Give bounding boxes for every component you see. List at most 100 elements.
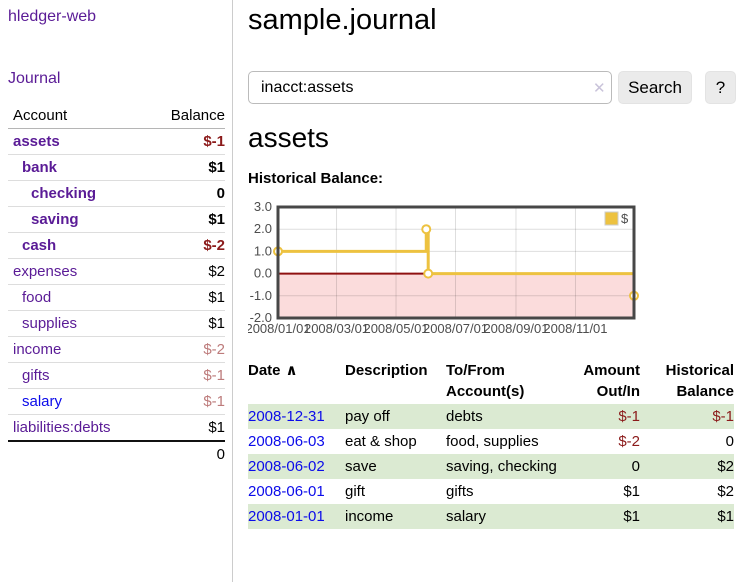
register-row: 2008-12-31 pay off debts $-1 $-1 <box>248 404 734 429</box>
account-balance: $-1 <box>149 362 225 389</box>
account-total-row: 0 <box>8 440 225 467</box>
page-title: sample.journal <box>248 4 437 36</box>
account-link[interactable]: bank <box>22 159 58 176</box>
account-balance: $-2 <box>149 232 225 259</box>
search-button[interactable]: Search <box>618 71 692 104</box>
transaction-date-link[interactable]: 2008-12-31 <box>248 408 325 425</box>
account-row: saving $1 <box>8 206 225 233</box>
svg-text:$: $ <box>621 211 629 226</box>
svg-text:2008/01/01: 2008/01/01 <box>248 321 311 336</box>
historical-balance-chart: 3.0 2.0 1.0 0.0 -1.0 -2.02008/01/012008/03/01… <box>248 199 639 336</box>
transaction-amount: 0 <box>631 458 640 475</box>
account-row: cash $-2 <box>8 232 225 259</box>
svg-text:2008/05/01: 2008/05/01 <box>363 321 428 336</box>
transaction-date-link[interactable]: 2008-06-03 <box>248 433 325 450</box>
transaction-balance: $2 <box>717 483 734 500</box>
transaction-description: pay off <box>345 408 390 425</box>
account-balance: 0 <box>149 180 225 207</box>
account-table-header: Account Balance <box>8 103 225 129</box>
main-content: sample.journal ✕ Search ? assets Histori… <box>248 0 736 582</box>
transaction-date-link[interactable]: 2008-06-02 <box>248 458 325 475</box>
account-row: expenses $2 <box>8 258 225 285</box>
transaction-accounts: salary <box>446 508 487 525</box>
svg-text:2008/11/01: 2008/11/01 <box>543 321 607 336</box>
help-button[interactable]: ? <box>705 71 736 104</box>
transaction-accounts: debts <box>446 408 483 425</box>
transaction-balance: 0 <box>725 433 734 450</box>
register-table: Date ∧ Description To/From Account(s) Amo… <box>248 358 734 529</box>
account-column-header-register: To/From Account(s) <box>446 362 525 400</box>
transaction-date-link[interactable]: 2008-01-01 <box>248 508 325 525</box>
svg-text:1.0: 1.0 <box>254 243 272 258</box>
balance-column-header-register: Historical Balance <box>665 362 734 400</box>
transaction-amount: $-2 <box>618 433 640 450</box>
account-balance: $1 <box>149 284 225 311</box>
register-row: 2008-01-01 income salary $1 $1 <box>248 504 734 529</box>
account-balance: $1 <box>149 154 225 181</box>
register-row: 2008-06-02 save saving, checking 0 $2 <box>248 454 734 479</box>
date-column-header[interactable]: Date ∧ <box>248 362 298 379</box>
register-row: 2008-06-01 gift gifts $1 $2 <box>248 479 734 504</box>
register-row: 2008-06-03 eat & shop food, supplies $-2 0 <box>248 429 734 454</box>
account-tree-table: Account Balance assets $-1 bank $1 checking 0… <box>8 103 225 467</box>
amount-column-header: Amount Out/In <box>583 362 640 400</box>
account-balance: $-1 <box>149 128 225 155</box>
transaction-date-link[interactable]: 2008-06-01 <box>248 483 325 500</box>
sidebar: hledger-web Journal Account Balance asse… <box>0 0 233 582</box>
account-balance: $1 <box>149 310 225 337</box>
account-link[interactable]: income <box>13 341 62 358</box>
transaction-balance: $1 <box>717 508 734 525</box>
sidebar-item-journal[interactable]: Journal <box>8 70 61 87</box>
transaction-accounts: gifts <box>446 483 474 500</box>
account-link[interactable]: cash <box>22 237 57 254</box>
transaction-description: gift <box>345 483 366 500</box>
transaction-balance: $2 <box>717 458 734 475</box>
transaction-accounts: food, supplies <box>446 433 539 450</box>
account-link[interactable]: supplies <box>22 315 78 332</box>
account-row: liabilities:debts $1 <box>8 414 225 442</box>
transaction-amount: $1 <box>623 508 640 525</box>
account-link[interactable]: checking <box>31 185 97 202</box>
account-link[interactable]: gifts <box>22 367 50 384</box>
svg-text:-2.0: -2.0 <box>250 310 272 325</box>
account-row: gifts $-1 <box>8 362 225 389</box>
account-link[interactable]: saving <box>31 211 79 228</box>
svg-text:-1.0: -1.0 <box>250 288 272 303</box>
svg-text:2008/07/01: 2008/07/01 <box>423 321 488 336</box>
account-balance: $1 <box>149 414 225 442</box>
account-total-balance: 0 <box>149 440 225 467</box>
svg-text:2008/03/01: 2008/03/01 <box>304 321 369 336</box>
account-heading: assets <box>248 122 329 153</box>
svg-text:3.0: 3.0 <box>254 199 272 214</box>
svg-text:2008/09/01: 2008/09/01 <box>483 321 548 336</box>
account-row: salary $-1 <box>8 388 225 415</box>
account-balance: $-1 <box>149 388 225 415</box>
description-column-header: Description <box>345 362 428 379</box>
transaction-amount: $-1 <box>618 408 640 425</box>
account-balance: $-2 <box>149 336 225 363</box>
account-row: assets $-1 <box>8 128 225 155</box>
svg-text:2.0: 2.0 <box>254 221 272 236</box>
transaction-amount: $1 <box>623 483 640 500</box>
account-balance: $1 <box>149 206 225 233</box>
account-column-header: Account <box>8 103 150 129</box>
clear-search-icon[interactable]: ✕ <box>593 80 606 97</box>
account-link[interactable]: liabilities:debts <box>13 419 111 436</box>
account-link[interactable]: expenses <box>13 263 78 280</box>
chart-title: Historical Balance: <box>248 170 384 187</box>
search-input[interactable] <box>248 71 612 104</box>
account-row: income $-2 <box>8 336 225 363</box>
account-link[interactable]: assets <box>13 133 60 150</box>
account-link[interactable]: salary <box>22 393 63 410</box>
transaction-description: income <box>345 508 394 525</box>
transaction-description: save <box>345 458 377 475</box>
balance-column-header: Balance <box>149 103 225 129</box>
total-spacer <box>8 440 150 467</box>
register-header-row: Date ∧ Description To/From Account(s) Amo… <box>248 358 734 404</box>
account-row: food $1 <box>8 284 225 311</box>
sort-asc-icon: ∧ <box>285 362 298 379</box>
app-brand-link[interactable]: hledger-web <box>8 8 97 25</box>
transaction-accounts: saving, checking <box>446 458 557 475</box>
account-link[interactable]: food <box>22 289 52 306</box>
account-balance: $2 <box>149 258 225 285</box>
